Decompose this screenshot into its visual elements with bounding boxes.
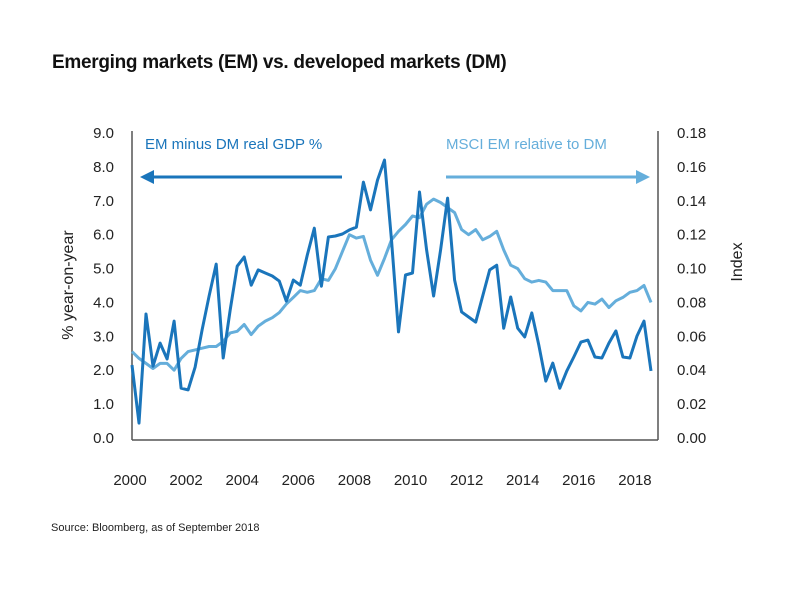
right-y-tick-label: 0.10 xyxy=(677,261,706,278)
left-y-tick-label: 0.0 xyxy=(93,430,114,447)
right-y-tick-label: 0.14 xyxy=(677,193,706,210)
right-y-tick-label: 0.12 xyxy=(677,227,706,244)
x-tick-labels: 2000 2002 2004 2006 2008 2010 2012 2014 2016 2018 xyxy=(113,472,651,489)
x-tick-label: 2012 xyxy=(450,472,483,489)
left-y-tick-label: 3.0 xyxy=(93,328,114,345)
right-y-tick-label: 0.16 xyxy=(677,159,706,176)
right-y-tick-label: 0.08 xyxy=(677,294,706,311)
left-y-tick-label: 9.0 xyxy=(93,125,114,142)
em-gdp-annotation-label: EM minus DM real GDP % xyxy=(145,136,322,153)
left-y-tick-label: 6.0 xyxy=(93,227,114,244)
x-tick-label: 2002 xyxy=(169,472,202,489)
x-tick-label: 2004 xyxy=(226,472,259,489)
left-y-axis-title: % year-on-year xyxy=(60,230,77,340)
left-y-tick-label: 1.0 xyxy=(93,396,114,413)
right-y-axis-title: Index xyxy=(729,242,746,281)
x-tick-label: 2000 xyxy=(113,472,146,489)
right-y-tick-labels: 0.00 0.02 0.04 0.06 0.08 0.10 0.12 0.14 0.16 0.18 xyxy=(677,125,706,447)
gdp-points xyxy=(131,160,652,424)
left-y-tick-label: 5.0 xyxy=(93,261,114,278)
right-arrow-icon xyxy=(446,170,650,184)
right-y-tick-label: 0.06 xyxy=(677,328,706,345)
right-y-tick-label: 0.18 xyxy=(677,125,706,142)
chart-title: Emerging markets (EM) vs. developed mark… xyxy=(52,52,507,73)
left-y-tick-label: 7.0 xyxy=(93,193,114,210)
right-y-tick-label: 0.00 xyxy=(677,430,706,447)
x-tick-label: 2018 xyxy=(618,472,651,489)
msci-points xyxy=(131,199,652,371)
source-note: Source: Bloomberg, as of September 2018 xyxy=(51,522,260,534)
right-y-tick-label: 0.04 xyxy=(677,362,706,379)
x-tick-label: 2016 xyxy=(562,472,595,489)
left-y-tick-labels: 0.0 1.0 2.0 3.0 4.0 5.0 6.0 7.0 8.0 9.0 xyxy=(93,125,114,447)
right-y-tick-label: 0.02 xyxy=(677,396,706,413)
x-tick-label: 2008 xyxy=(338,472,371,489)
left-y-tick-label: 2.0 xyxy=(93,362,114,379)
left-y-tick-label: 4.0 xyxy=(93,294,114,311)
msci-annotation-label: MSCI EM relative to DM xyxy=(446,136,607,153)
em-minus-dm-gdp-line xyxy=(130,158,653,425)
axes xyxy=(131,131,659,441)
x-tick-label: 2010 xyxy=(394,472,427,489)
x-tick-label: 2006 xyxy=(282,472,315,489)
x-tick-label: 2014 xyxy=(506,472,539,489)
left-y-tick-label: 8.0 xyxy=(93,159,114,176)
left-arrow-icon xyxy=(140,170,342,184)
